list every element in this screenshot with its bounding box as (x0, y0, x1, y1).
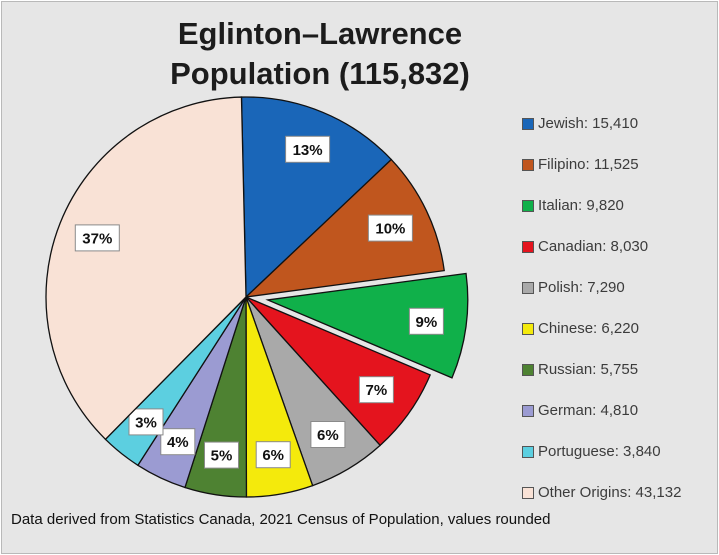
chart-title-line-1: Eglinton–Lawrence (177, 16, 463, 51)
data-label-filipino: 10% (367, 214, 413, 242)
legend-swatch (522, 158, 534, 171)
data-label-jewish: 13% (285, 135, 331, 163)
data-label-german: 4% (160, 428, 196, 456)
legend-swatch (522, 322, 534, 335)
pie-slice-other-origins (45, 96, 247, 441)
legend-label: Russian: 5,755 (538, 361, 639, 378)
data-label-box (408, 307, 444, 335)
legend-item-italian: Italian: 9,820 (522, 185, 717, 226)
data-label-box (285, 135, 331, 163)
data-label-text: 6% (317, 427, 339, 444)
legend-label: Polish: 7,290 (538, 279, 625, 296)
data-label-box (310, 421, 346, 448)
legend-label: Portuguese: 3,840 (538, 443, 661, 460)
legend-label: Canadian: 8,030 (538, 238, 649, 255)
legend-item-other-origins: Other Origins: 43,132 (522, 472, 717, 513)
data-label-canadian: 7% (358, 376, 394, 404)
legend-item-german: German: 4,810 (522, 390, 717, 431)
data-label-text: 10% (375, 221, 405, 238)
legend-swatch (522, 281, 534, 294)
legend-swatch (522, 117, 534, 130)
data-label-russian: 5% (204, 441, 239, 469)
data-label-text: 9% (416, 314, 438, 331)
legend-item-russian: Russian: 5,755 (522, 349, 717, 390)
legend-label: Other Origins: 43,132 (538, 484, 682, 501)
data-label-other-origins: 37% (74, 224, 120, 252)
data-label-text: 3% (135, 414, 157, 431)
data-label-box (367, 214, 413, 242)
legend-label: Chinese: 6,220 (538, 320, 639, 337)
data-label-italian: 9% (408, 307, 444, 335)
data-label-text: 7% (366, 382, 388, 399)
data-label-text: 5% (211, 448, 233, 465)
data-label-box (204, 441, 239, 469)
legend-label: Filipino: 11,525 (538, 156, 639, 173)
legend-swatch (522, 486, 534, 499)
legend-swatch (522, 445, 534, 458)
legend-item-filipino: Filipino: 11,525 (522, 144, 717, 185)
data-label-box (255, 441, 291, 469)
data-label-box (160, 428, 196, 456)
data-label-text: 13% (293, 142, 323, 159)
data-label-text: 37% (82, 230, 112, 247)
data-label-box (74, 224, 120, 252)
pie-slice-filipino (244, 158, 445, 298)
legend-item-jewish: Jewish: 15,410 (522, 103, 717, 144)
legend-label: German: 4,810 (538, 402, 639, 419)
legend-item-polish: Polish: 7,290 (522, 267, 717, 308)
legend-swatch (522, 199, 534, 212)
data-label-portuguese: 3% (128, 408, 164, 436)
data-label-text: 4% (167, 434, 189, 451)
legend-label: Jewish: 15,410 (538, 115, 639, 132)
legend-swatch (522, 363, 534, 376)
footnote: Data derived from Statistics Canada, 202… (11, 511, 551, 528)
legend-item-chinese: Chinese: 6,220 (522, 308, 717, 349)
legend: Jewish: 15,410 Filipino: 11,525 Italian: 9… (522, 103, 717, 513)
pie-slice-italian (265, 272, 469, 379)
data-label-chinese: 6% (255, 441, 291, 469)
data-label-polish: 6% (310, 421, 346, 448)
legend-item-canadian: Canadian: 8,030 (522, 226, 717, 267)
data-label-box (128, 408, 164, 436)
data-label-box (358, 376, 394, 404)
data-label-text: 6% (262, 447, 284, 464)
chart-title-line-2: Population (115,832) (170, 56, 470, 91)
chart-title: Eglinton–Lawrence Population (115,832) (130, 14, 510, 94)
legend-swatch (522, 240, 534, 253)
pie-slice-jewish (240, 96, 393, 299)
legend-swatch (522, 404, 534, 417)
legend-item-portuguese: Portuguese: 3,840 (522, 431, 717, 472)
legend-label: Italian: 9,820 (538, 197, 624, 214)
